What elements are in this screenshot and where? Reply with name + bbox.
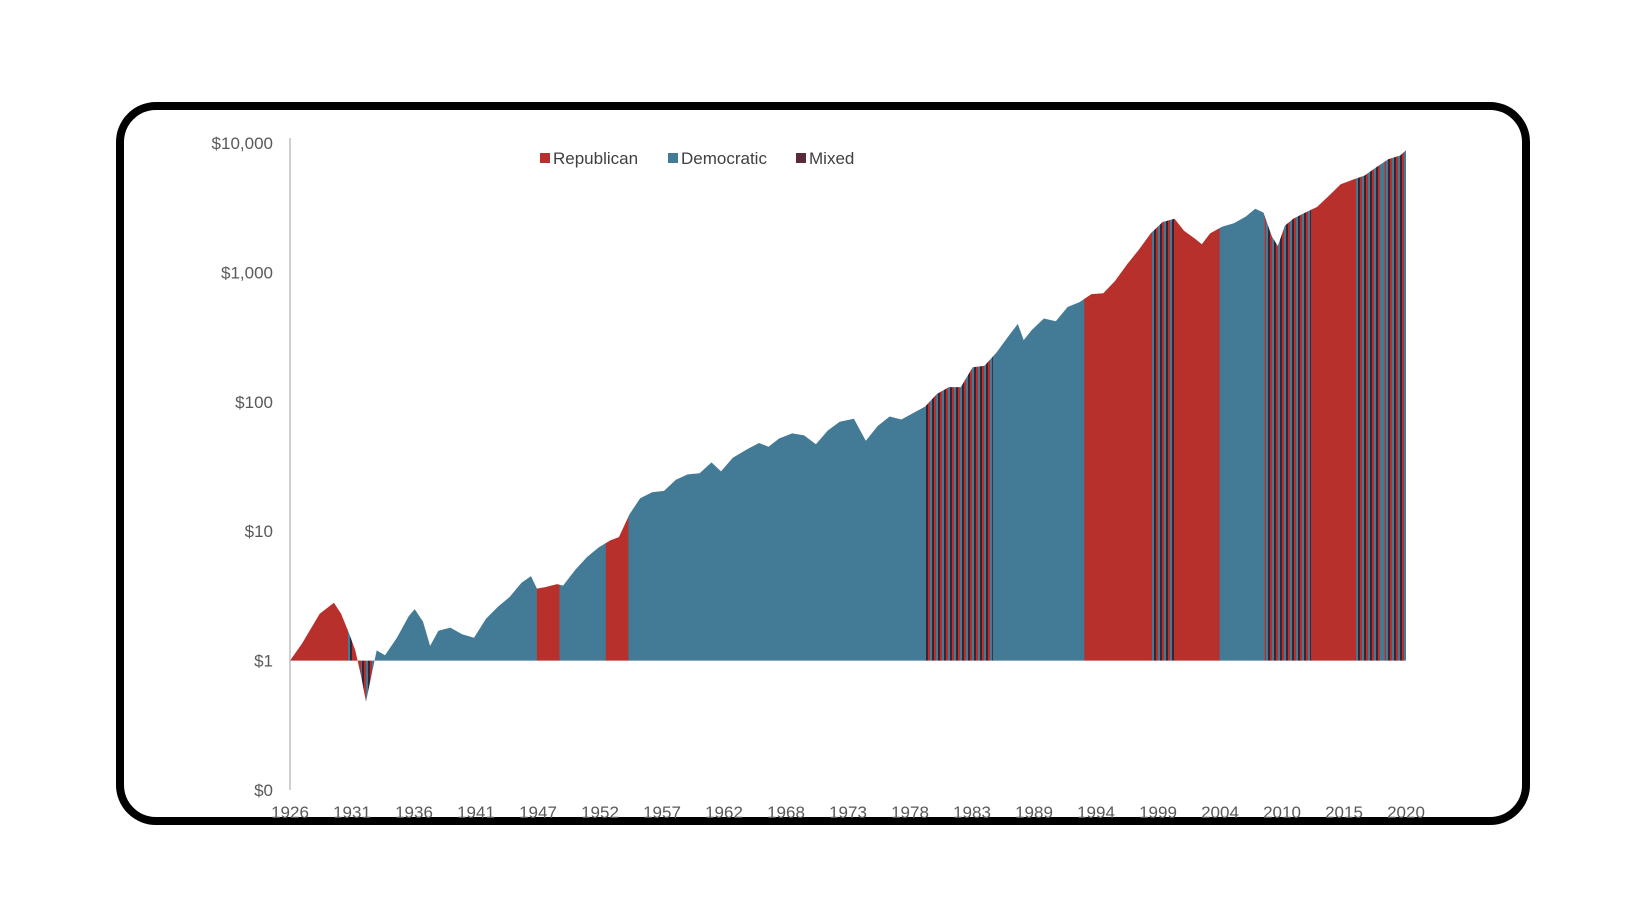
- y-axis-ticks: $10,000 $1,000 $100 $10 $1 $0: [212, 134, 273, 800]
- segment-democratic-18: [1379, 150, 1386, 702]
- legend-swatch-republican: [540, 153, 550, 163]
- y-tick-label: $100: [235, 393, 273, 412]
- x-tick-label: 1973: [829, 803, 867, 822]
- segment-democratic-4: [373, 150, 538, 702]
- x-tick-label: 1989: [1015, 803, 1053, 822]
- x-tick-label: 1931: [333, 803, 371, 822]
- x-tick-label: 1962: [705, 803, 743, 822]
- x-tick-label: 1926: [271, 803, 309, 822]
- segment-mixed-9: [924, 150, 994, 702]
- y-tick-label: $1: [254, 652, 273, 671]
- segment-republican-7: [605, 150, 629, 702]
- x-tick-label: 1957: [643, 803, 681, 822]
- segment-republican-2: [352, 150, 362, 702]
- segment-democratic-8: [628, 150, 925, 702]
- y-tick-label: $10: [245, 522, 273, 541]
- x-tick-label: 2004: [1201, 803, 1239, 822]
- x-axis-ticks: 1926 1931 1936 1941 1947 1952 1957 1962 1968 1973…: [271, 803, 1425, 822]
- y-tick-label: $10,000: [212, 134, 273, 153]
- x-tick-label: 2020: [1387, 803, 1425, 822]
- segment-democratic-10: [992, 150, 1085, 702]
- legend-label-democratic: Democratic: [681, 149, 767, 168]
- legend-swatch-democratic: [668, 153, 678, 163]
- x-tick-label: 1983: [953, 803, 991, 822]
- segment-democratic-14: [1219, 150, 1266, 702]
- legend-label-mixed: Mixed: [809, 149, 854, 168]
- x-tick-label: 1941: [457, 803, 495, 822]
- x-tick-label: 1936: [395, 803, 433, 822]
- segment-republican-0: [290, 150, 348, 702]
- party-segments: [290, 150, 1406, 702]
- segment-republican-5: [536, 150, 561, 702]
- x-tick-label: 1947: [519, 803, 557, 822]
- x-tick-label: 2010: [1263, 803, 1301, 822]
- x-tick-label: 1968: [767, 803, 805, 822]
- y-tick-label: $0: [254, 781, 273, 800]
- x-tick-label: 1994: [1077, 803, 1115, 822]
- segment-mixed-15: [1264, 150, 1312, 702]
- legend-swatch-mixed: [796, 153, 806, 163]
- y-tick-label: $1,000: [221, 263, 273, 282]
- segment-mixed-3: [361, 150, 374, 702]
- x-tick-label: 1978: [891, 803, 929, 822]
- x-tick-label: 1952: [581, 803, 619, 822]
- legend: Republican Democratic Mixed: [540, 149, 854, 168]
- segment-republican-11: [1084, 150, 1153, 702]
- segment-mixed-17: [1356, 150, 1381, 702]
- segment-mixed-12: [1151, 150, 1176, 702]
- x-tick-label: 1999: [1139, 803, 1177, 822]
- segment-mixed-1: [347, 150, 354, 702]
- legend-label-republican: Republican: [553, 149, 638, 168]
- segment-republican-16: [1311, 150, 1357, 702]
- x-tick-label: 2015: [1325, 803, 1363, 822]
- segment-mixed-19: [1384, 150, 1406, 702]
- segment-republican-13: [1174, 150, 1221, 702]
- segment-democratic-6: [559, 150, 607, 702]
